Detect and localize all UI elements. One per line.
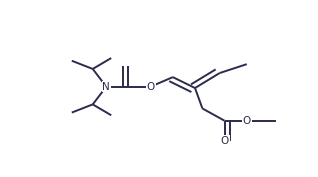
Text: O: O xyxy=(243,116,251,126)
Text: N: N xyxy=(102,82,110,92)
Text: O: O xyxy=(147,82,155,92)
Text: O: O xyxy=(220,136,229,146)
